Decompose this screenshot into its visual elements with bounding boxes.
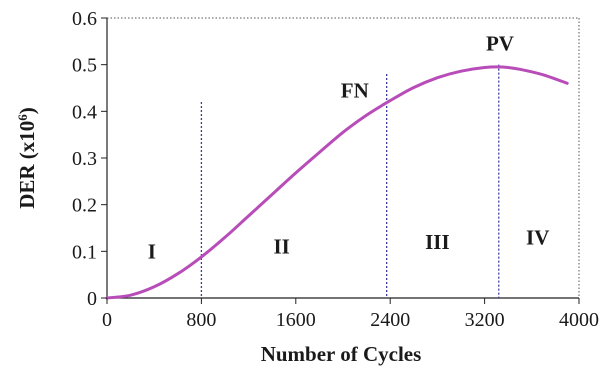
y-axis-ticks: 0 0.1 0.2 0.3 0.4 0.5 0.6 (72, 8, 107, 310)
x-tick-label: 0 (102, 309, 112, 331)
y-tick-label: 0.2 (72, 195, 97, 217)
region-dividers (200, 64, 500, 298)
x-tick-label: 4000 (559, 309, 599, 331)
annotation-label: PV (486, 32, 514, 56)
x-tick-label: 800 (186, 309, 216, 331)
plot-frame (106, 17, 580, 299)
x-axis-ticks: 0 800 1600 2400 3200 4000 (102, 298, 599, 331)
annotation-label: FN (341, 78, 369, 102)
x-axis-title: Number of Cycles (261, 342, 422, 366)
x-tick-label: 1600 (276, 309, 316, 331)
y-axis-title-main: DER (x10 (15, 121, 39, 209)
region-labels: I II III IV (148, 225, 550, 263)
y-tick-label: 0.6 (72, 8, 97, 30)
region-label: II (273, 235, 289, 259)
annotations: FN PV (341, 32, 514, 103)
y-axis-title-sup: 6 (15, 114, 30, 121)
region-label: I (148, 239, 156, 263)
y-tick-label: 0.1 (72, 241, 97, 263)
region-label: IV (526, 225, 549, 249)
y-axis-title: DER (x106) (15, 107, 40, 209)
y-tick-label: 0.3 (72, 148, 97, 170)
y-tick-label: 0 (87, 288, 97, 310)
y-tick-label: 0.5 (72, 55, 97, 77)
region-label: III (425, 230, 450, 254)
series-group (105, 65, 569, 300)
y-tick-label: 0.4 (72, 101, 97, 123)
der-curve (105, 65, 569, 300)
x-tick-label: 2400 (370, 309, 410, 331)
x-tick-label: 3200 (465, 309, 505, 331)
y-axis-title-close: ) (15, 107, 39, 114)
